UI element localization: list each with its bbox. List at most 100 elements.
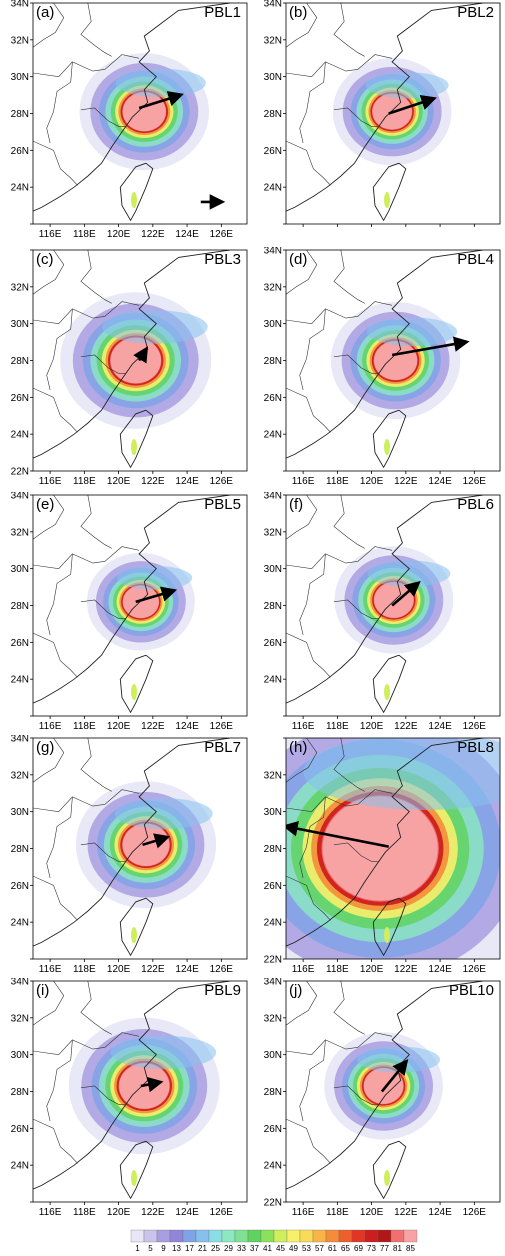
- map-plot: 22N 24N 26N 28N 30N 32N 116E 118E 120E 122E 124E 12…: [11, 249, 248, 485]
- panel-letter: (c): [36, 251, 54, 268]
- lat-tick-label: 22N: [264, 1198, 282, 1209]
- province-boundary-1: [33, 54, 140, 78]
- lon-tick-label: 126E: [463, 964, 487, 973]
- taiwan-coastline: [372, 654, 407, 714]
- panel-letter: (g): [36, 739, 55, 756]
- lat-tick-label: 24N: [264, 675, 282, 686]
- panel-letter: (h): [289, 739, 308, 756]
- lon-tick-label: 116E: [292, 476, 315, 485]
- coastline: [33, 981, 230, 1190]
- colorbar-label: 73: [367, 1244, 376, 1253]
- province-boundary-2: [80, 1085, 126, 1105]
- map-plot: 24N 26N 28N 30N 32N 34N 116E 118E 120E 122E 124E 12…: [11, 0, 248, 238]
- rainband: [366, 317, 458, 347]
- province-boundary-2: [80, 354, 126, 374]
- lon-tick-label: 116E: [39, 229, 62, 238]
- lat-tick-label: 24N: [11, 430, 29, 441]
- intensity-ring-10: [374, 582, 414, 618]
- lat-tick-label: 34N: [264, 247, 282, 257]
- province-boundary-2: [333, 354, 379, 374]
- rainband: [115, 68, 206, 98]
- colorbar-swatch: [390, 1229, 405, 1243]
- lon-tick-label: 120E: [107, 721, 131, 730]
- lat-tick-label: 26N: [264, 638, 282, 649]
- coastline: [286, 738, 483, 947]
- lat-tick-label: 32N: [264, 527, 282, 538]
- lon-tick-label: 124E: [175, 229, 199, 238]
- lon-tick-label: 124E: [175, 1207, 199, 1216]
- colorbar-swatch: [234, 1229, 249, 1243]
- province-boundary-4: [333, 738, 365, 792]
- province-boundary-2: [80, 599, 126, 619]
- colorbar-swatch: [195, 1229, 210, 1243]
- taiwan-precip: [131, 439, 138, 456]
- province-boundary-5: [286, 3, 318, 48]
- province-boundary-5: [33, 250, 65, 295]
- lat-tick-label: 34N: [11, 735, 29, 745]
- colorbar-swatch: [351, 1229, 366, 1243]
- lat-tick-label: 26N: [264, 881, 282, 892]
- lon-tick-label: 118E: [73, 1207, 96, 1216]
- lon-tick-label: 124E: [428, 476, 452, 485]
- colorbar-swatches: [130, 1229, 418, 1243]
- province-boundary-2: [333, 1085, 379, 1105]
- taiwan-coastline: [119, 409, 154, 469]
- lat-tick-label: 30N: [11, 807, 29, 818]
- province-boundary-3: [286, 387, 331, 433]
- lon-tick-label: 122E: [141, 1207, 165, 1216]
- lat-tick-label: 24N: [11, 1161, 29, 1172]
- lon-tick-label: 122E: [141, 721, 165, 730]
- colorbar-label: 5: [148, 1244, 153, 1253]
- province-boundary-3: [33, 387, 78, 433]
- colorbar-swatch: [403, 1229, 418, 1243]
- colorbar-label: 21: [198, 1244, 207, 1253]
- rainband: [365, 72, 449, 99]
- taiwan-coastline: [119, 897, 154, 957]
- province-boundary-5: [33, 495, 65, 540]
- track-arrow: [286, 821, 389, 848]
- coastline: [33, 738, 230, 947]
- lat-tick-label: 30N: [264, 319, 282, 330]
- map-panel-8: 22N 24N 26N 28N 30N 32N 116E 118E 120E 122E 124E 12…: [255, 735, 503, 973]
- province-boundary-3: [33, 140, 78, 186]
- lon-tick-label: 116E: [39, 1207, 62, 1216]
- map-panel-2: 24N 26N 28N 30N 32N 34N (b) PBL2: [255, 0, 503, 238]
- colorbar: 1 5 9 13 17 21 25 29 33 37 41 45 49 53 57 61 65 69 73 77 81 8…: [0, 1228, 505, 1256]
- colorbar-label: 69: [354, 1244, 363, 1253]
- taiwan-precip: [384, 192, 391, 209]
- lat-tick-label: 32N: [264, 282, 282, 293]
- colorbar-label: 85: [406, 1244, 415, 1253]
- lon-tick-label: 122E: [141, 476, 165, 485]
- lat-tick-label: 24N: [264, 430, 282, 441]
- province-boundary-3: [286, 140, 331, 186]
- lon-tick-label: 116E: [39, 721, 62, 730]
- lon-tick-label: 126E: [210, 476, 234, 485]
- colorbar-label: 57: [315, 1244, 324, 1253]
- province-boundary-3: [33, 632, 78, 678]
- map-panel-4: 24N 26N 28N 30N 32N 34N 116E 118E 120E 122E 124E 12…: [255, 247, 503, 485]
- lat-tick-label: 26N: [264, 146, 282, 157]
- intensity-ring-10: [122, 585, 159, 619]
- map-panel-5: 24N 26N 28N 30N 32N 34N 116E 118E 120E 122E 124E 12…: [2, 492, 250, 730]
- lat-tick-label: 30N: [264, 72, 282, 83]
- province-boundary-4: [333, 250, 365, 304]
- lat-tick-label: 32N: [264, 35, 282, 46]
- lat-tick-label: 30N: [11, 1050, 29, 1061]
- lat-tick-label: 32N: [264, 770, 282, 781]
- lon-tick-label: 122E: [141, 229, 165, 238]
- colorbar-label: 49: [289, 1244, 298, 1253]
- coastline: [33, 3, 230, 212]
- lon-tick-label: 120E: [360, 476, 384, 485]
- lat-tick-label: 28N: [264, 1087, 282, 1098]
- panel-letter: (b): [289, 4, 308, 21]
- province-boundary-6: [46, 553, 73, 636]
- lon-tick-label: 118E: [73, 721, 96, 730]
- province-boundary-1: [33, 789, 140, 813]
- province-boundary-5: [286, 250, 318, 295]
- lat-tick-label: 26N: [11, 881, 29, 892]
- coastline: [286, 495, 483, 704]
- lat-tick-label: 26N: [11, 638, 29, 649]
- taiwan-coastline: [119, 162, 154, 222]
- province-boundary-6: [46, 308, 73, 391]
- colorbar-swatch: [260, 1229, 275, 1243]
